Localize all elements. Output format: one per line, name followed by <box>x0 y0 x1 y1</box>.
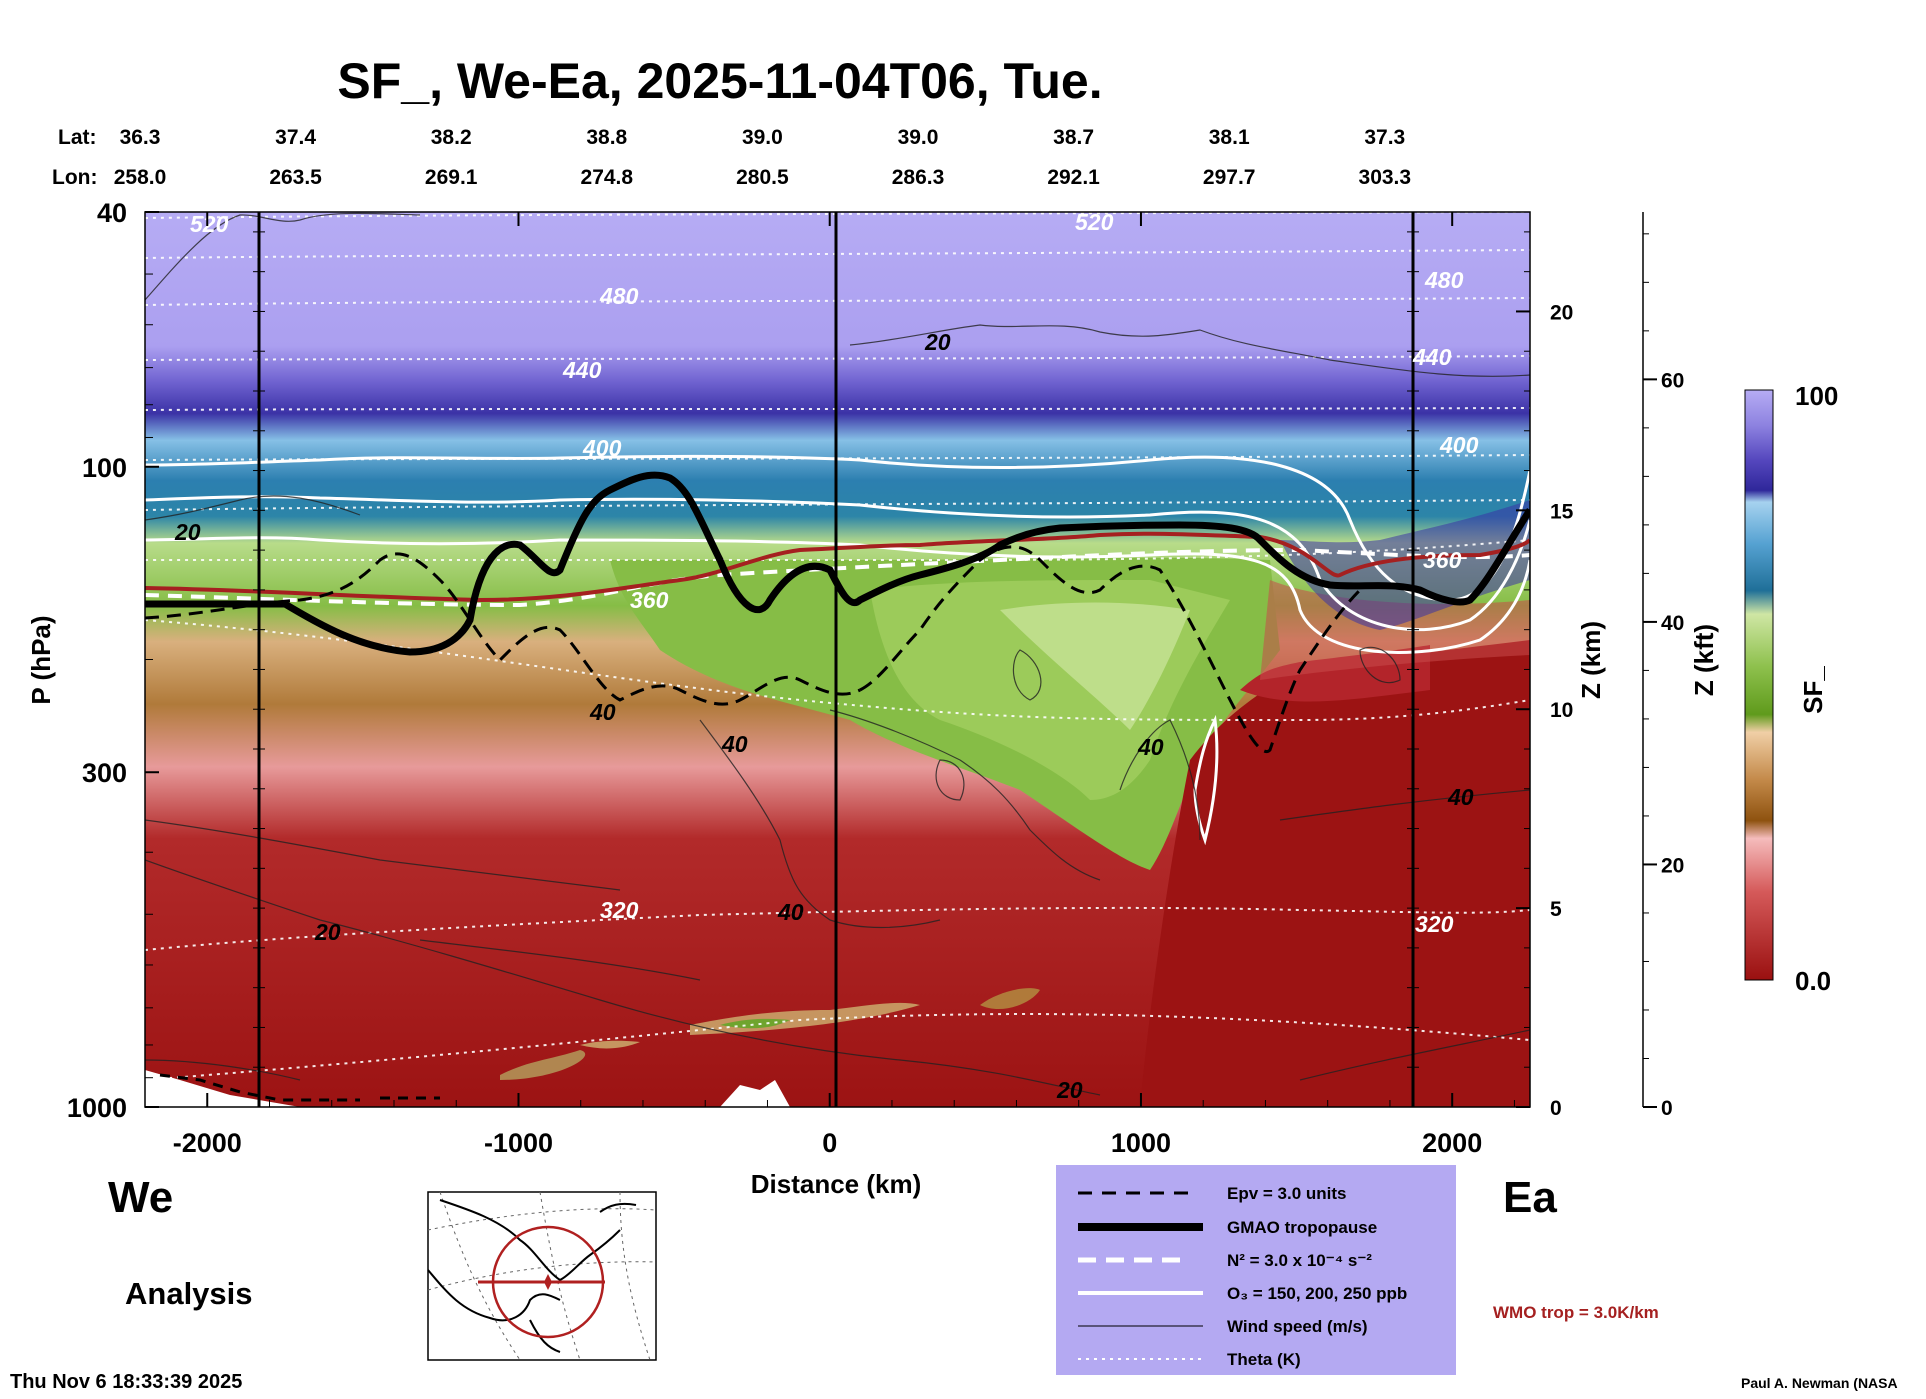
wind-label: 40 <box>1137 734 1164 760</box>
lon-values: 258.0 263.5 269.1 274.8 280.5 286.3 292.1 297.7… <box>114 166 1411 189</box>
credit-label: Paul A. Newman (NASA <box>1741 1375 1898 1391</box>
y-tick-label: 100 <box>82 453 127 483</box>
lat-value: 38.1 <box>1209 126 1250 149</box>
sf-field: 520 520 480 480 440 440 400 400 360 360 … <box>145 209 1530 1107</box>
lat-value: 38.7 <box>1053 126 1094 149</box>
x-tick-label: -2000 <box>173 1128 242 1158</box>
wind-label: 20 <box>924 329 951 355</box>
theta-label: 360 <box>1423 547 1462 573</box>
lon-value: 263.5 <box>269 166 322 189</box>
legend-epv: Epv = 3.0 units <box>1227 1184 1347 1203</box>
wmo-tropopause-line <box>145 531 1530 603</box>
lon-value: 258.0 <box>114 166 167 189</box>
axes: -2000 -1000 0 1000 2000 40 100 300 1000 20 15 10 5 0 6… <box>67 198 1684 1158</box>
legend-o3: O₃ = 150, 200, 250 ppb <box>1227 1284 1407 1303</box>
colorbar-max: 100 <box>1795 381 1838 411</box>
z-km-tick-label: 15 <box>1550 500 1574 523</box>
theta-label: 400 <box>582 435 622 461</box>
location-map <box>427 1191 657 1361</box>
z-km-tick-label: 5 <box>1550 898 1562 921</box>
lat-value: 36.3 <box>120 126 161 149</box>
west-label: We <box>108 1173 173 1222</box>
lon-value: 292.1 <box>1047 166 1100 189</box>
lon-value: 274.8 <box>581 166 634 189</box>
wind-label: 40 <box>777 899 804 925</box>
theta-label: 440 <box>1412 344 1452 370</box>
legend-gmao: GMAO tropopause <box>1227 1218 1377 1237</box>
theta-label: 440 <box>562 357 602 383</box>
theta-label: 400 <box>1439 432 1479 458</box>
legend-theta: Theta (K) <box>1227 1350 1301 1369</box>
z-km-tick-label: 0 <box>1550 1097 1562 1120</box>
wind-label: 20 <box>1056 1077 1083 1103</box>
east-label: Ea <box>1503 1173 1557 1222</box>
colorbar-label: SF_ <box>1798 666 1828 714</box>
theta-label: 520 <box>1075 209 1114 235</box>
wind-label: 20 <box>174 519 201 545</box>
wind-label: 40 <box>589 699 616 725</box>
theta-label: 320 <box>1415 911 1454 937</box>
lat-value: 39.0 <box>898 126 939 149</box>
wind-label: 40 <box>1447 784 1474 810</box>
x-tick-label: 1000 <box>1111 1128 1171 1158</box>
x-axis-label: Distance (km) <box>751 1169 922 1199</box>
z-kft-tick-label: 60 <box>1661 369 1684 392</box>
theta-label: 480 <box>599 283 639 309</box>
legend-n2: N² = 3.0 x 10⁻⁴ s⁻² <box>1227 1251 1372 1270</box>
lat-value: 38.8 <box>586 126 627 149</box>
chart-title: SF_, We-Ea, 2025-11-04T06, Tue. <box>337 53 1102 109</box>
lat-label: Lat: <box>58 126 97 149</box>
z-kft-tick-label: 0 <box>1661 1097 1673 1120</box>
theta-label: 480 <box>1424 267 1464 293</box>
legend: Epv = 3.0 units GMAO tropopause N² = 3.0… <box>1056 1165 1456 1375</box>
lat-value: 37.3 <box>1364 126 1405 149</box>
lon-value: 297.7 <box>1203 166 1256 189</box>
lat-values: 36.3 37.4 38.2 38.8 39.0 39.0 38.7 38.1 37.3 <box>120 126 1406 149</box>
timestamp: Thu Nov 6 18:33:39 2025 <box>10 1371 242 1393</box>
lon-value: 280.5 <box>736 166 789 189</box>
lon-label: Lon: <box>52 166 97 189</box>
lon-value: 303.3 <box>1359 166 1412 189</box>
colorbar <box>1744 389 1774 981</box>
x-tick-label: 0 <box>822 1128 837 1158</box>
theta-label: 520 <box>190 211 229 237</box>
y-tick-label: 300 <box>82 758 127 788</box>
theta-label: 360 <box>630 587 669 613</box>
z-km-tick-label: 10 <box>1550 699 1573 722</box>
lat-value: 39.0 <box>742 126 783 149</box>
z-kft-axis-label: Z (kft) <box>1689 624 1719 696</box>
legend-wind: Wind speed (m/s) <box>1227 1317 1368 1336</box>
y-tick-label: 1000 <box>67 1093 127 1123</box>
x-tick-label: -1000 <box>484 1128 553 1158</box>
wind-label: 20 <box>314 919 341 945</box>
y-axis-label: P (hPa) <box>26 615 56 704</box>
lon-value: 269.1 <box>425 166 478 189</box>
z-km-axis-label: Z (km) <box>1576 621 1606 699</box>
lon-value: 286.3 <box>892 166 945 189</box>
y-tick-label: 40 <box>97 198 127 228</box>
theta-label: 320 <box>600 897 639 923</box>
colorbar-min: 0.0 <box>1795 966 1831 996</box>
z-km-tick-label: 20 <box>1550 301 1573 324</box>
z-kft-tick-label: 40 <box>1661 612 1684 635</box>
x-tick-label: 2000 <box>1422 1128 1482 1158</box>
lat-value: 37.4 <box>275 126 316 149</box>
lat-value: 38.2 <box>431 126 472 149</box>
gmao-tropopause-line <box>145 471 1530 656</box>
z-kft-tick-label: 20 <box>1661 854 1684 877</box>
wmo-label: WMO trop = 3.0K/km <box>1493 1303 1659 1322</box>
analysis-label: Analysis <box>125 1276 253 1311</box>
wind-label: 40 <box>721 731 748 757</box>
